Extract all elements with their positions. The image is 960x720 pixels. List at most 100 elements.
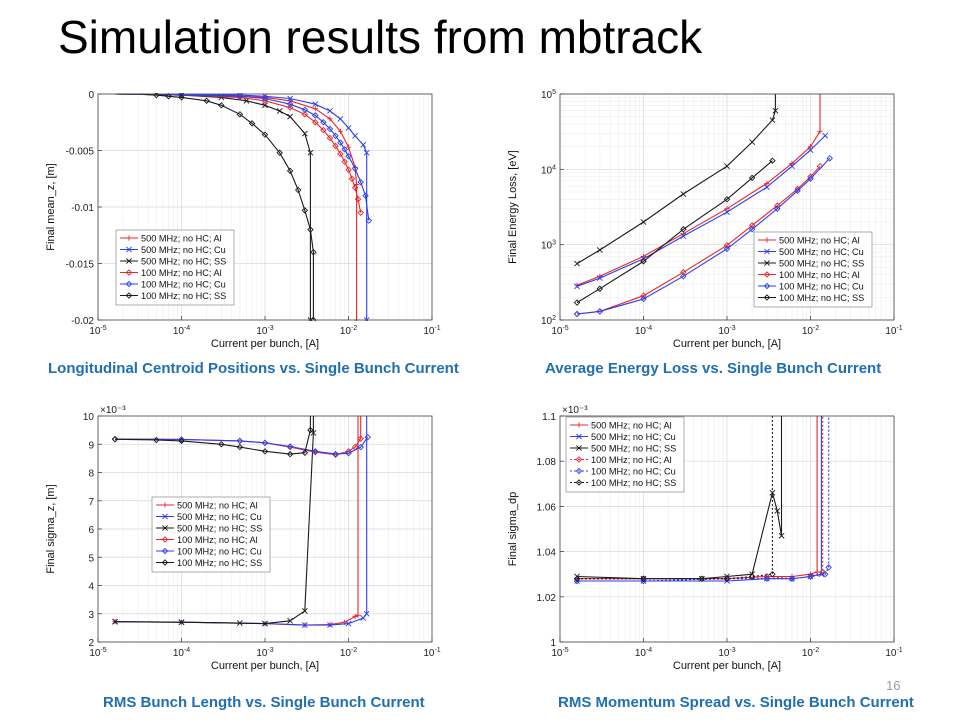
legend-marker: [576, 433, 582, 440]
data-point-3-8: [326, 134, 334, 142]
y-tick-label: 1.1: [542, 412, 556, 423]
data-point-5-3: [165, 93, 172, 100]
data-point-4-4: [723, 245, 731, 253]
x-tick-label: 10-3: [718, 325, 735, 337]
data-point-5-10: [276, 149, 283, 156]
data-point-3-7: [345, 448, 352, 455]
page-number: 16: [886, 678, 901, 693]
legend-entry: 100 MHz; no HC; Cu: [177, 546, 262, 556]
y-tick-label: 102: [541, 315, 556, 327]
data-point-4-9: [332, 132, 339, 140]
data-point-1-6: [818, 571, 825, 578]
legend-marker: [125, 280, 133, 288]
y-tick-label: 1.06: [537, 502, 557, 513]
data-point-4-8: [326, 125, 334, 133]
data-point-4-5: [312, 448, 319, 455]
legend-entry: 100 MHz; no HC; Al: [591, 455, 672, 465]
data-point-1-8: [345, 124, 352, 131]
data-point-0-8: [345, 144, 352, 150]
series-line-0: [576, 94, 821, 286]
data-point-5-9: [261, 131, 269, 138]
data-point-0-7: [807, 144, 814, 150]
data-point-4-2: [640, 295, 647, 303]
y-tick-label: 1.04: [537, 548, 557, 559]
data-point-4-8: [357, 443, 364, 451]
data-point-0-6: [327, 116, 333, 122]
chart-legend: 500 MHz; no HC; Al 500 MHz; no HC; Cu500 …: [753, 231, 873, 308]
data-point-3-14: [351, 184, 359, 192]
data-point-4-6: [774, 205, 781, 212]
series-group: [573, 94, 833, 318]
legend-marker: [575, 467, 583, 475]
x-tick-label: 10-5: [551, 647, 568, 659]
x-tick-label: 10-1: [885, 647, 902, 659]
data-point-1-4: [287, 95, 294, 102]
data-point-3-6: [312, 119, 319, 126]
data-point-3-3: [680, 269, 687, 276]
data-point-5-4: [178, 94, 185, 101]
x-tick-label: 10-5: [89, 647, 106, 659]
legend-entry: 100 MHz; no HC; Cu: [141, 279, 226, 289]
x-tick-label: 10-2: [802, 325, 819, 337]
data-point-5-3: [218, 441, 225, 448]
data-point-5-13: [301, 207, 309, 214]
data-point-1-4: [724, 209, 730, 216]
data-point-1-6: [789, 163, 795, 170]
x-tick-label: 10-3: [718, 647, 735, 659]
data-point-3-15: [354, 195, 362, 203]
y-tick-label: 8: [88, 469, 94, 480]
x-tick-label: 10-1: [423, 325, 440, 337]
data-point-5-5: [261, 448, 269, 455]
x-axis-label: Current per bunch, [A]: [673, 338, 781, 350]
legend-entry: 500 MHz; no HC; SS: [141, 256, 226, 266]
chart-legend: 500 MHz; no HC; Al 500 MHz; no HC; Cu500 …: [115, 229, 235, 306]
data-point-0-6: [789, 160, 795, 166]
data-point-3-4: [286, 104, 294, 111]
x-axis-label: Current per bunch, [A]: [211, 338, 319, 350]
data-point-1-5: [763, 184, 770, 191]
data-point-2-4: [262, 102, 268, 109]
data-point-2-8: [307, 149, 314, 156]
legend-entry: 100 MHz; no HC; Al: [141, 268, 222, 278]
data-point-1-5: [312, 101, 319, 108]
data-point-0-2: [640, 253, 647, 259]
legend-marker: [126, 258, 132, 264]
data-point-4-6: [332, 450, 339, 458]
legend-marker: [162, 525, 168, 531]
data-point-1-7: [363, 610, 370, 617]
data-point-4-4: [286, 443, 294, 450]
legend-entry: 500 MHz; no HC; Al: [779, 235, 860, 245]
data-point-1-6: [360, 615, 367, 621]
data-point-2-4: [287, 617, 294, 624]
chart-caption-bunch-length: RMS Bunch Length vs. Single Bunch Curren…: [103, 694, 425, 711]
legend-marker: [125, 292, 133, 299]
legend-marker: [576, 422, 582, 428]
series-line-2: [114, 416, 314, 625]
series-line-5: [577, 416, 773, 580]
data-point-4-7: [794, 187, 801, 194]
legend-entry: 500 MHz; no HC; SS: [591, 443, 676, 453]
y-tick-label: 6: [88, 525, 94, 536]
chart-legend: 500 MHz; no HC; Al 500 MHz; no HC; Cu500 …: [151, 496, 271, 573]
x-tick-label: 10-1: [885, 325, 902, 337]
legend-marker: [162, 513, 168, 520]
data-point-4-15: [362, 192, 369, 199]
legend-marker: [763, 282, 771, 290]
data-point-2-0: [112, 618, 118, 625]
data-point-2-5: [276, 108, 283, 114]
data-point-3-5: [748, 222, 756, 229]
data-point-5-4: [236, 443, 244, 451]
data-point-5-16: [310, 316, 317, 321]
data-point-5-6: [286, 450, 294, 458]
data-point-5-2: [640, 258, 647, 265]
data-point-2-6: [774, 508, 781, 514]
data-point-5-6: [218, 102, 225, 109]
data-point-1-4: [327, 622, 333, 628]
series-line-5: [576, 160, 773, 304]
data-point-0-5: [312, 106, 318, 112]
series-group: [573, 416, 832, 585]
data-point-5-4: [723, 196, 731, 203]
chart-caption-centroid: Longitudinal Centroid Positions vs. Sing…: [48, 360, 459, 377]
data-point-2-2: [640, 219, 647, 225]
legend-marker: [575, 456, 583, 463]
